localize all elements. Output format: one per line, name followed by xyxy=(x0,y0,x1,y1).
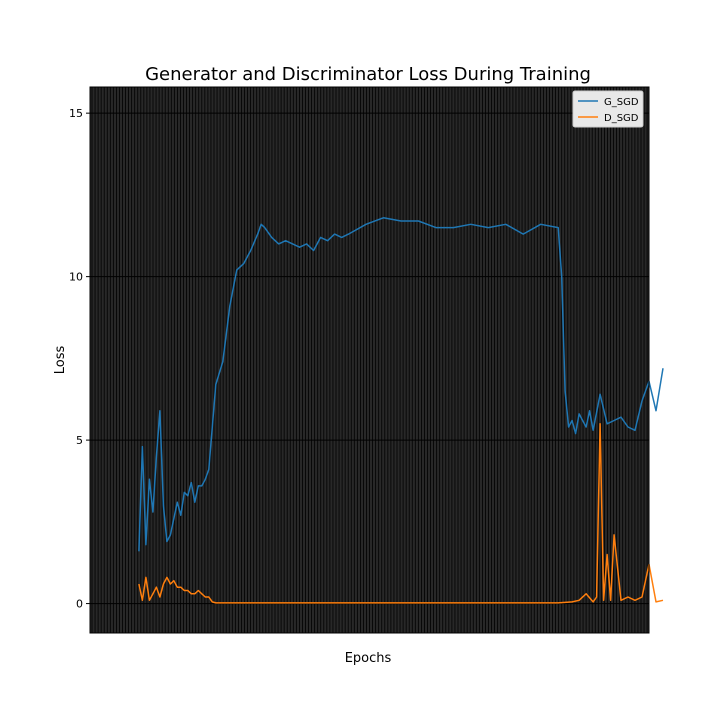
y-tick-label: 5 xyxy=(76,434,83,447)
legend: G_SGD D_SGD xyxy=(572,90,644,128)
legend-box xyxy=(572,90,644,128)
series-line-d-sgd xyxy=(138,423,664,604)
plot-frame xyxy=(89,86,650,634)
legend-entry: G_SGD xyxy=(604,97,639,108)
x-axis-label: Epochs xyxy=(345,651,392,666)
chart-title: Generator and Discriminator Loss During … xyxy=(145,64,591,85)
grid-lines xyxy=(90,87,649,633)
y-axis-label: Loss xyxy=(53,346,68,375)
y-tick-label: 0 xyxy=(76,598,83,611)
y-tick-label: 15 xyxy=(69,107,83,120)
y-axis-ticks: 0 5 10 15 xyxy=(69,107,90,611)
series-lines xyxy=(138,217,664,604)
y-tick-label: 10 xyxy=(69,271,83,284)
legend-entry: D_SGD xyxy=(604,113,639,124)
series-line-g-sgd xyxy=(138,217,664,552)
